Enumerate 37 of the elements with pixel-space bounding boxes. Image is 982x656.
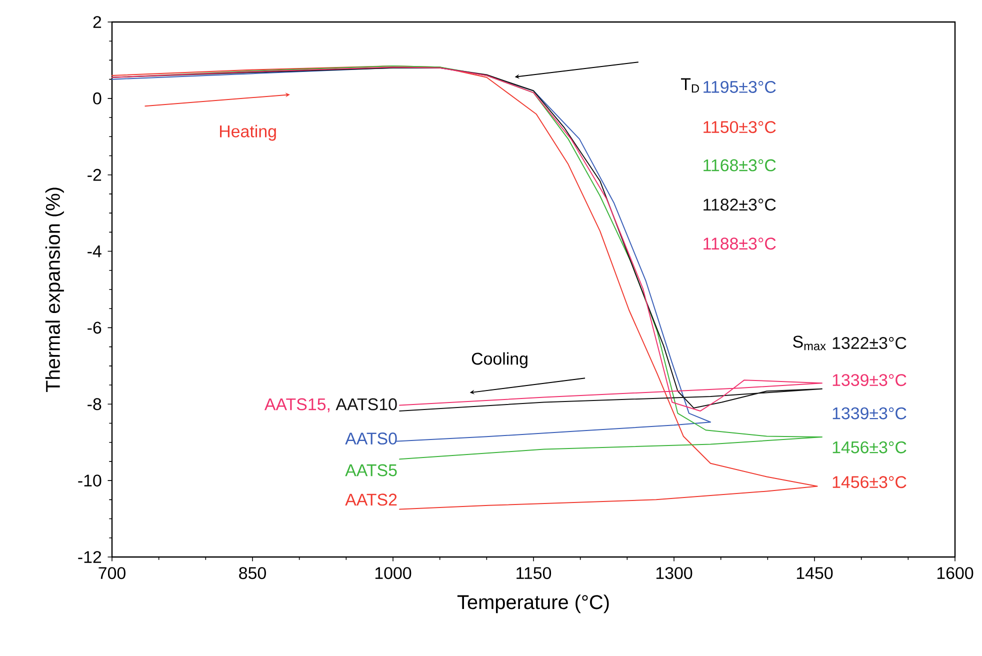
annotation: 1150±3°C	[704, 121, 776, 134]
x-tick-label: 1000	[375, 567, 412, 580]
x-tick-label: 1600	[937, 567, 974, 580]
x-tick-label: 1150	[516, 567, 552, 580]
annotation: Cooling	[472, 352, 528, 368]
x-tick-label: 850	[239, 567, 266, 580]
y-tick-label: -8	[88, 398, 102, 410]
annotation: Heating	[220, 124, 276, 141]
x-tick-label: 1450	[796, 567, 833, 580]
y-axis-title: Thermal expansion (%)	[45, 188, 64, 392]
series-label: AATS2	[345, 494, 397, 506]
annotation: 1456±3°C	[832, 441, 906, 454]
annotation: 1339±3°C	[832, 374, 906, 386]
series-label: AATS0	[345, 432, 397, 445]
annotation: 1188±3°C	[704, 238, 776, 250]
y-tick-label: -2	[88, 168, 102, 181]
annotation: 1168±3°C	[704, 159, 776, 172]
x-tick-label: 1300	[656, 567, 692, 580]
y-tick-label: -12	[78, 551, 102, 563]
y-tick-label: -10	[78, 474, 102, 487]
annotation: 1195±3°C	[704, 80, 776, 93]
x-axis-title: Temperature (°C)	[457, 594, 609, 614]
annotation: 1339±3°C	[832, 407, 906, 420]
y-tick-label: 0	[93, 92, 102, 104]
y-tick-label: -4	[88, 245, 102, 258]
annotation: 1322±3°C	[832, 337, 906, 349]
annotation: ,	[328, 408, 330, 412]
x-tick-label: 700	[98, 567, 126, 580]
annotation: 1182±3°C	[704, 198, 776, 211]
series-label: AATS10	[336, 398, 397, 410]
series-label: AATS5	[345, 464, 397, 476]
annotation: 1456±3°C	[832, 476, 906, 488]
text: AATS15	[264, 398, 326, 410]
annotation: S$_{max}$	[793, 336, 826, 350]
y-tick-label: -6	[88, 322, 102, 334]
annotation: T$_{D}$	[681, 78, 699, 93]
y-tick-label: 2	[93, 16, 102, 28]
